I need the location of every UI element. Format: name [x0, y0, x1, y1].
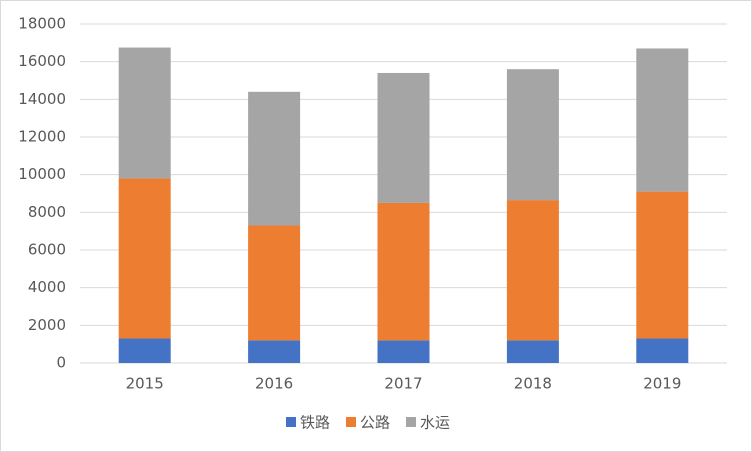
bar-segment — [248, 225, 301, 341]
legend-swatch — [406, 417, 416, 427]
bar-segment — [636, 338, 689, 363]
bar-segment — [506, 340, 559, 363]
legend-label: 水运 — [420, 414, 450, 432]
bar-segment — [118, 178, 171, 339]
legend-label: 公路 — [360, 414, 390, 432]
y-tick-label: 2000 — [28, 316, 66, 334]
x-tick-label: 2015 — [126, 375, 164, 393]
x-tick-label: 2017 — [384, 375, 422, 393]
bar-segment — [118, 47, 171, 179]
bar-segment — [636, 48, 689, 192]
y-tick-label: 10000 — [18, 165, 66, 183]
x-tick-label: 2018 — [514, 375, 552, 393]
bar-segment — [636, 191, 689, 339]
y-tick-label: 18000 — [18, 15, 66, 33]
y-tick-label: 6000 — [28, 241, 66, 259]
y-tick-label: 14000 — [18, 90, 66, 108]
bar-segment — [506, 69, 559, 201]
bar-segment — [377, 72, 430, 203]
y-tick-label: 8000 — [28, 203, 66, 221]
x-tick-label: 2016 — [255, 375, 293, 393]
bar-segment — [506, 200, 559, 341]
y-tick-label: 0 — [56, 354, 66, 372]
bar-segment — [248, 340, 301, 363]
legend-swatch — [286, 417, 296, 427]
legend-swatch — [346, 417, 356, 427]
bar-segment — [248, 91, 301, 226]
y-tick-label: 16000 — [18, 52, 66, 70]
legend-label: 铁路 — [300, 414, 330, 432]
bar-segment — [118, 338, 171, 363]
y-tick-label: 4000 — [28, 278, 66, 296]
y-tick-label: 12000 — [18, 128, 66, 146]
bar-segment — [377, 340, 430, 363]
bar-segment — [377, 202, 430, 341]
x-tick-label: 2019 — [643, 375, 681, 393]
